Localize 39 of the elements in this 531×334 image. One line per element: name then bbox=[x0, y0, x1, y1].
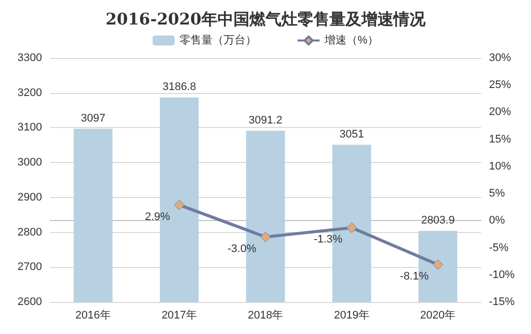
y-tick-label: 3000 bbox=[18, 156, 42, 169]
y-tick-label: 3300 bbox=[18, 52, 42, 64]
y2-tick-label: -10% bbox=[489, 268, 515, 281]
point bbox=[174, 200, 185, 210]
y-tick-label: 3200 bbox=[18, 86, 42, 99]
point bbox=[346, 222, 357, 233]
y2-tick-label: 0% bbox=[489, 214, 506, 227]
y2-tick-label: 15% bbox=[489, 133, 512, 146]
data-label: 3097 bbox=[80, 112, 106, 124]
y-tick-label: 2900 bbox=[18, 191, 42, 204]
y-tick-label: 3100 bbox=[18, 122, 42, 134]
data-label: 2803.9 bbox=[421, 214, 455, 226]
data-label: 3091.2 bbox=[248, 114, 282, 126]
x-tick-label: 2016年 bbox=[75, 310, 111, 322]
point bbox=[260, 232, 271, 242]
data-label: 3186.8 bbox=[162, 80, 196, 93]
x-tick-label: 2018年 bbox=[248, 310, 284, 322]
data-label: -3.0% bbox=[228, 242, 256, 255]
data-label: -1.3% bbox=[314, 234, 343, 246]
data-label: 3051 bbox=[339, 128, 364, 140]
x-tick-label: 2017年 bbox=[162, 310, 198, 322]
y2-tick-label: 25% bbox=[489, 79, 512, 92]
data-label: 2.9% bbox=[144, 210, 170, 223]
y-tick-label: 2700 bbox=[18, 261, 42, 274]
point bbox=[432, 259, 444, 270]
x-tick-label: 2019年 bbox=[334, 310, 370, 322]
y2-tick-label: -15% bbox=[489, 296, 515, 308]
chart-title: 2016-2020年中国燃气灶零售量及增速情况 bbox=[106, 10, 426, 28]
legend-label: 增速（%） bbox=[324, 34, 378, 46]
y-tick-label: 2800 bbox=[18, 226, 42, 238]
data-label: -8.1% bbox=[400, 270, 429, 283]
y2-tick-label: -5% bbox=[489, 242, 509, 254]
y2-tick-label: 20% bbox=[489, 106, 512, 118]
y-tick-label: 2600 bbox=[18, 296, 42, 308]
legend-label: 零售量（万台） bbox=[180, 34, 257, 46]
y2-tick-label: 30% bbox=[489, 52, 512, 64]
y2-tick-label: 10% bbox=[489, 160, 512, 172]
y2-tick-label: 5% bbox=[489, 188, 506, 200]
x-tick-label: 2020年 bbox=[420, 310, 456, 322]
